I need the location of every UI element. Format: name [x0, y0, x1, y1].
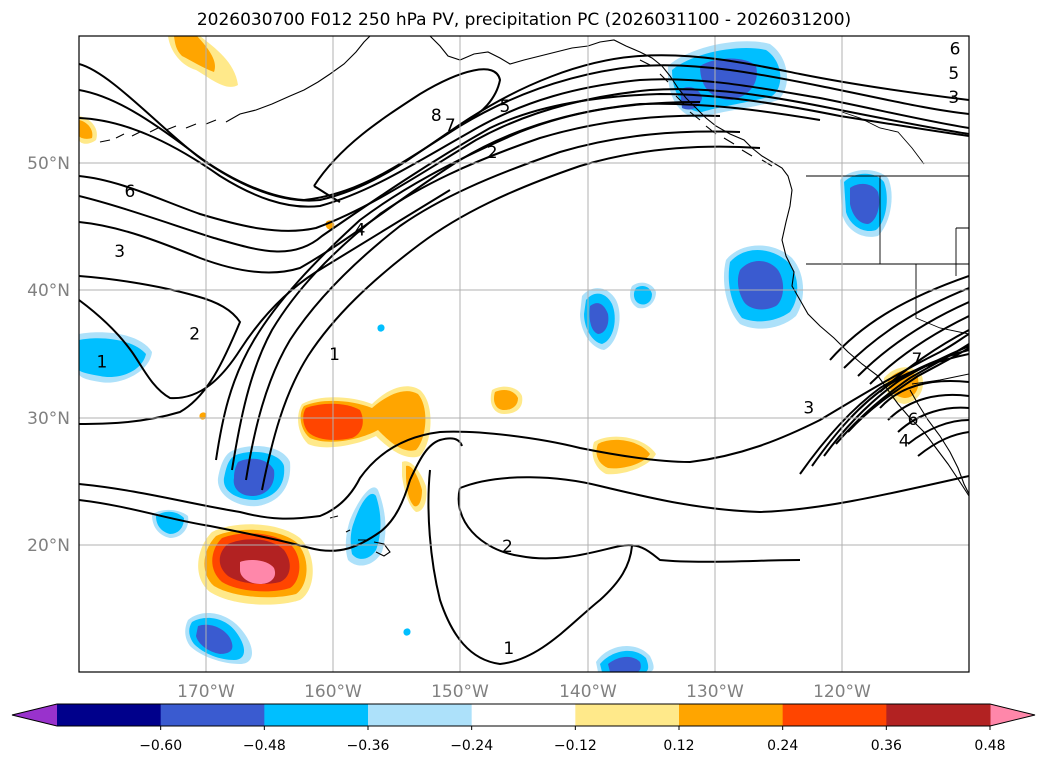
pv-contour — [79, 64, 969, 202]
pv-contour — [215, 101, 701, 461]
alaska-coast — [429, 36, 969, 497]
pv-contour — [231, 114, 721, 471]
pv-contour — [79, 189, 451, 400]
pv-contour-label: 4 — [899, 431, 910, 451]
pv-contour — [313, 68, 502, 203]
colorbar-extend-max — [990, 704, 1035, 726]
colorbar-bin — [264, 704, 369, 726]
precip-dot-3 — [377, 324, 385, 332]
colorbar-tick-label: −0.12 — [554, 738, 597, 754]
pv-contour-east-b — [879, 380, 969, 457]
lon-tick-label: 130°W — [686, 682, 744, 702]
pv-contour-label: 3 — [803, 398, 814, 418]
pv-contour-label: 7 — [911, 350, 922, 370]
pv-contour-label: 4 — [355, 220, 366, 240]
colorbar-tick-label: 0.12 — [663, 738, 694, 754]
pv-contour-2-loop — [457, 475, 969, 563]
pv-contour-label: 8 — [431, 106, 442, 126]
colorbar-bin — [575, 704, 680, 726]
hawaii-islands — [329, 515, 391, 557]
colorbar-bin — [886, 704, 991, 726]
colorbar-bin — [57, 704, 162, 726]
pv-contour — [245, 130, 741, 481]
colorbar-bin — [160, 704, 265, 726]
mexico-border — [911, 373, 969, 385]
baja-coast — [909, 389, 969, 495]
colorbar-extend-min — [12, 704, 57, 726]
pv-contour-label: 5 — [948, 64, 959, 84]
gridlines — [79, 36, 969, 672]
colorbar-tick-label: −0.60 — [139, 738, 182, 754]
lon-tick-label: 160°W — [304, 682, 362, 702]
lon-ticks: 170°W 160°W 150°W 140°W 130°W 120°W — [177, 682, 871, 702]
lat-tick-label: 30°N — [27, 409, 70, 429]
pv-contour-label: 6 — [908, 410, 919, 430]
colorbar-tick-label: 0.48 — [974, 738, 1005, 754]
chart-title: 2026030700 F012 250 hPa PV, precipitatio… — [197, 10, 851, 30]
colorbar-bin — [782, 704, 887, 726]
colorbar-outline — [11, 703, 1036, 727]
pv-contour-label: 3 — [114, 242, 125, 262]
lon-tick-label: 140°W — [559, 682, 617, 702]
pv-contour — [79, 275, 242, 425]
colorbar-tick-label: −0.36 — [347, 738, 390, 754]
coastlines — [99, 36, 969, 557]
lat-tick-label: 50°N — [27, 154, 70, 174]
colorbar-bin — [471, 704, 576, 726]
aleutian-chain — [99, 36, 371, 143]
lat-ticks: 20°N 30°N 40°N 50°N — [27, 154, 70, 556]
pv-contour-label: 5 — [500, 97, 511, 117]
pv-contour-label: 2 — [487, 143, 498, 163]
colorbar-tick-label: −0.24 — [450, 738, 493, 754]
lon-tick-label: 120°W — [813, 682, 871, 702]
pv-contour-label: 1 — [96, 353, 107, 373]
lon-tick-label: 150°W — [431, 682, 489, 702]
lat-tick-label: 40°N — [27, 281, 70, 301]
map-frame — [78, 35, 970, 673]
lat-tick-label: 20°N — [27, 536, 70, 556]
colorbar-bin — [679, 704, 784, 726]
pv-contour — [261, 145, 761, 491]
pv-contours — [79, 54, 969, 666]
colorbar: −0.60 −0.48 −0.36 −0.24 −0.12 0.12 0.24 0.36 0.4… — [11, 703, 1036, 754]
pv-contour-label: 2 — [502, 537, 513, 557]
precip-shading — [79, 36, 924, 672]
pv-contour-label: 6 — [124, 182, 135, 202]
pv-contour-east-tops — [829, 275, 969, 393]
pv-contour-label: 6 — [950, 40, 961, 60]
pv-contour — [79, 78, 969, 208]
colorbar-tick-label: 0.36 — [871, 738, 902, 754]
pv-contour-2-south — [79, 333, 969, 520]
colorbar-bin — [368, 704, 473, 726]
colorbar-tick-label: −0.48 — [243, 738, 286, 754]
pv-contour — [79, 92, 969, 253]
colorbar-tick-label: 0.24 — [767, 738, 798, 754]
pv-contour-label: 2 — [189, 325, 200, 345]
pv-contour-label: 1 — [329, 345, 340, 365]
pv-contour-1-south — [79, 437, 633, 666]
alaska-border — [841, 111, 925, 165]
pv-contour-label: 7 — [445, 116, 456, 136]
precip-dot-4 — [403, 628, 411, 636]
pv-contour — [79, 88, 969, 232]
lon-tick-label: 170°W — [177, 682, 235, 702]
pv-contour-label: 3 — [948, 88, 959, 108]
pv-contour-label: 1 — [503, 639, 514, 659]
